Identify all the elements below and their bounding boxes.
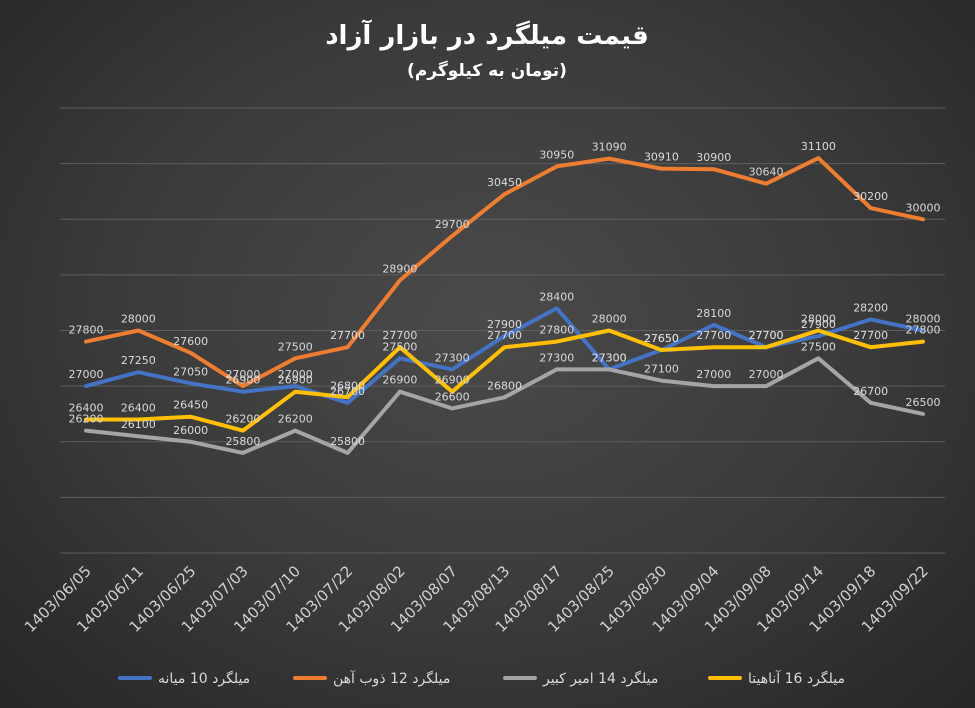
legend-label: میلگرد 14 امیر کبیر (542, 670, 658, 687)
data-label: 25800 (330, 435, 365, 448)
data-label: 30450 (487, 176, 522, 189)
data-label: 27900 (487, 318, 522, 331)
data-label: 26100 (121, 418, 156, 431)
data-label: 27650 (644, 332, 679, 345)
data-label: 26900 (225, 374, 260, 387)
data-label: 28400 (539, 290, 574, 303)
data-label: 26800 (487, 379, 522, 392)
data-label: 30200 (853, 190, 888, 203)
data-label: 27000 (69, 368, 104, 381)
data-label: 27600 (173, 335, 208, 348)
data-label: 27700 (382, 329, 417, 342)
data-label: 27500 (801, 340, 836, 353)
data-label: 26600 (435, 390, 470, 403)
data-label: 27650 (644, 332, 679, 345)
series-line-3 (84, 356, 925, 455)
data-label: 27700 (696, 329, 731, 342)
data-label: 27700 (749, 329, 784, 342)
data-label: 26900 (435, 374, 470, 387)
legend-label: میلگرد 10 میانه (158, 670, 250, 687)
data-label: 28100 (696, 307, 731, 320)
legend-label: میلگرد 16 آناهیتا (748, 670, 845, 687)
data-label: 26500 (906, 396, 941, 409)
data-label: 27700 (853, 329, 888, 342)
data-label: 27000 (696, 368, 731, 381)
data-label: 30950 (539, 148, 574, 161)
data-label: 30640 (749, 166, 784, 179)
data-label: 26200 (225, 413, 260, 426)
data-label: 27900 (801, 318, 836, 331)
data-label: 26200 (69, 413, 104, 426)
data-label: 26200 (278, 413, 313, 426)
data-label: 27800 (906, 324, 941, 337)
data-label: 27000 (225, 368, 260, 381)
chart-title: قیمت میلگرد در بازار آزاد (325, 19, 649, 51)
data-label: 27500 (382, 340, 417, 353)
data-label: 28000 (801, 313, 836, 326)
series-line-2 (84, 156, 925, 389)
data-label: 26800 (330, 379, 365, 392)
data-label: 27100 (644, 363, 679, 376)
data-label: 30910 (644, 151, 679, 164)
data-label: 25800 (225, 435, 260, 448)
data-label: 26400 (69, 402, 104, 415)
legend: میلگرد 10 میانه میلگرد 12 ذوب آهن میلگرد 1… (118, 670, 845, 687)
data-label: 30900 (696, 151, 731, 164)
data-label: 26450 (173, 399, 208, 412)
data-label: 28000 (592, 313, 627, 326)
data-label: 27300 (435, 351, 470, 364)
data-label: 27300 (592, 351, 627, 364)
data-label: 27300 (539, 351, 574, 364)
data-label: 26900 (382, 374, 417, 387)
series-lines (84, 156, 925, 455)
data-label: 27800 (69, 324, 104, 337)
data-label: 30000 (906, 201, 941, 214)
data-label: 26400 (121, 402, 156, 415)
data-label: 28200 (853, 301, 888, 314)
data-label: 29700 (435, 218, 470, 231)
data-label: 27500 (278, 340, 313, 353)
data-label: 28000 (906, 313, 941, 326)
data-label: 31100 (801, 140, 836, 153)
data-label: 26700 (853, 385, 888, 398)
data-label: 26900 (278, 374, 313, 387)
data-label: 27700 (487, 329, 522, 342)
data-label: 27000 (278, 368, 313, 381)
chart-subtitle: (تومان به کیلوگرم) (407, 60, 567, 81)
data-label: 27700 (330, 329, 365, 342)
data-label: 26700 (330, 385, 365, 398)
data-label: 27050 (173, 365, 208, 378)
data-label: 26000 (173, 424, 208, 437)
data-label: 28000 (121, 313, 156, 326)
data-label: 27250 (121, 354, 156, 367)
data-label: 27000 (749, 368, 784, 381)
data-label: 27700 (749, 329, 784, 342)
legend-label: میلگرد 12 ذوب آهن (333, 670, 450, 687)
data-label: 31090 (592, 141, 627, 154)
series-line-4 (84, 328, 925, 433)
data-label: 28900 (382, 262, 417, 275)
x-axis-ticks: 1403/06/051403/06/111403/06/251403/07/03… (21, 562, 932, 636)
data-label: 27300 (592, 351, 627, 364)
data-label: 27800 (539, 324, 574, 337)
